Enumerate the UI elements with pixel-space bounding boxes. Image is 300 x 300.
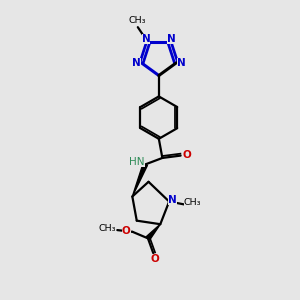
Polygon shape xyxy=(132,164,148,196)
Text: O: O xyxy=(122,226,130,236)
Polygon shape xyxy=(146,224,160,240)
Text: O: O xyxy=(150,254,159,264)
Text: N: N xyxy=(167,34,176,44)
Text: N: N xyxy=(132,58,141,68)
Text: CH₃: CH₃ xyxy=(128,16,146,25)
Text: N: N xyxy=(142,34,150,44)
Text: HN: HN xyxy=(129,157,145,167)
Text: N: N xyxy=(168,195,177,205)
Text: O: O xyxy=(183,150,191,160)
Text: N: N xyxy=(177,58,186,68)
Text: CH₃: CH₃ xyxy=(99,224,116,233)
Text: CH₃: CH₃ xyxy=(184,198,201,207)
